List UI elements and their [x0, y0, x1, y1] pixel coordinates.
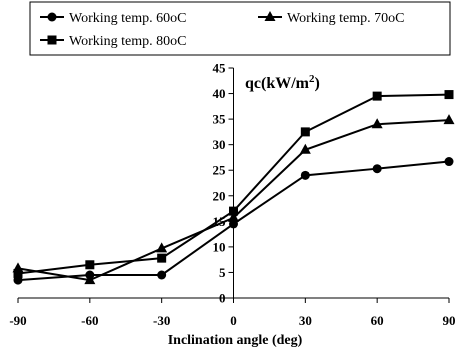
y-tick-label: 10	[213, 239, 226, 254]
legend-label: Working temp. 80oC	[69, 34, 186, 49]
data-point	[85, 260, 95, 270]
data-point	[157, 270, 167, 280]
legend-marker	[264, 11, 276, 21]
data-point	[84, 274, 96, 285]
data-point	[300, 170, 310, 180]
data-point	[444, 90, 454, 100]
series-square	[13, 90, 454, 278]
y-tick-label: 20	[213, 188, 226, 203]
series-layer	[12, 90, 455, 285]
legend-label: Working temp. 70oC	[287, 11, 404, 26]
y-tick-label: 25	[213, 163, 227, 178]
data-point	[157, 253, 167, 263]
data-point	[228, 211, 239, 222]
annotation-close: )	[315, 75, 320, 92]
data-point	[300, 127, 310, 137]
x-tick-label: 0	[230, 313, 237, 328]
legend-item: Working temp. 80oC	[40, 34, 186, 49]
legend-label: Working temp. 60oC	[69, 11, 186, 26]
y-tick-label: 30	[213, 137, 226, 152]
quantity-annotation: qc(kW/m2)	[245, 73, 320, 92]
series-triangle	[12, 114, 455, 285]
annotation-superscript: 2	[309, 73, 315, 85]
legend-marker	[47, 12, 57, 22]
y-tick-label: 35	[213, 112, 227, 127]
data-point	[444, 157, 454, 167]
y-tick-label: 45	[213, 61, 227, 76]
data-point	[443, 114, 455, 125]
legend: Working temp. 60oC Working temp. 70oC Work…	[29, 1, 451, 56]
x-tick-label: 90	[443, 313, 456, 328]
data-point	[372, 164, 382, 174]
x-tick-label: 30	[299, 313, 312, 328]
x-tick-label: -60	[81, 313, 98, 328]
legend-marker	[47, 35, 57, 45]
data-point	[13, 268, 23, 278]
data-point	[371, 118, 383, 129]
x-axis-label: Inclination angle (deg)	[168, 333, 303, 348]
x-tick-label: 60	[371, 313, 384, 328]
legend-item: Working temp. 60oC	[40, 11, 186, 26]
y-tick-label: 5	[219, 265, 226, 280]
annotation-text: qc(kW/m	[245, 75, 310, 92]
legend-item: Working temp. 70oC	[258, 11, 404, 26]
y-tick-label: 40	[213, 86, 226, 101]
x-tick-label: -30	[153, 313, 170, 328]
data-point	[372, 91, 382, 101]
y-tick-label: 0	[219, 291, 226, 306]
data-point	[229, 206, 238, 216]
legend-border	[29, 1, 451, 56]
x-tick-label: -90	[9, 313, 26, 328]
data-point	[299, 143, 311, 154]
data-point	[156, 242, 168, 253]
